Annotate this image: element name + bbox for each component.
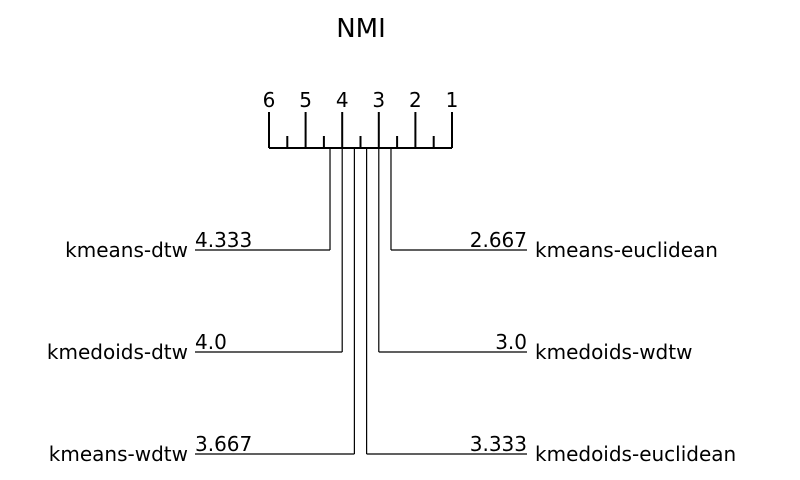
method-entry: 3.0 kmedoids-wdtw [378, 148, 692, 364]
method-rank-value: 3.333 [470, 432, 527, 456]
method-rank-value: 3.0 [495, 330, 527, 354]
axis-tick-label: 1 [446, 88, 459, 112]
method-entry: 2.667 kmeans-euclidean [390, 148, 718, 262]
method-name-label: kmedoids-dtw [47, 340, 188, 364]
method-list: 4.333 kmeans-dtw 4.0 kmedoids-dtw 3.667 kmean… [47, 148, 736, 466]
axis-tick-label: 6 [263, 88, 276, 112]
axis-tick-label: 2 [409, 88, 422, 112]
method-name-label: kmeans-dtw [65, 238, 188, 262]
method-entry: 3.333 kmedoids-euclidean [366, 148, 736, 466]
diagram-title: NMI [336, 14, 386, 44]
method-rank-value: 2.667 [470, 228, 527, 252]
method-entry: 4.333 kmeans-dtw [65, 148, 331, 262]
method-name-label: kmedoids-wdtw [535, 340, 692, 364]
axis-tick-label: 3 [372, 88, 385, 112]
method-rank-value: 4.333 [195, 228, 252, 252]
method-rank-value: 4.0 [195, 330, 227, 354]
method-name-label: kmeans-euclidean [535, 238, 718, 262]
axis-tick-label: 5 [299, 88, 312, 112]
method-entry: 3.667 kmeans-wdtw [49, 148, 355, 466]
method-name-label: kmeans-wdtw [49, 442, 188, 466]
method-entry: 4.0 kmedoids-dtw [47, 148, 343, 364]
method-name-label: kmedoids-euclidean [535, 442, 736, 466]
axis-tick-label: 4 [336, 88, 349, 112]
method-rank-value: 3.667 [195, 432, 252, 456]
